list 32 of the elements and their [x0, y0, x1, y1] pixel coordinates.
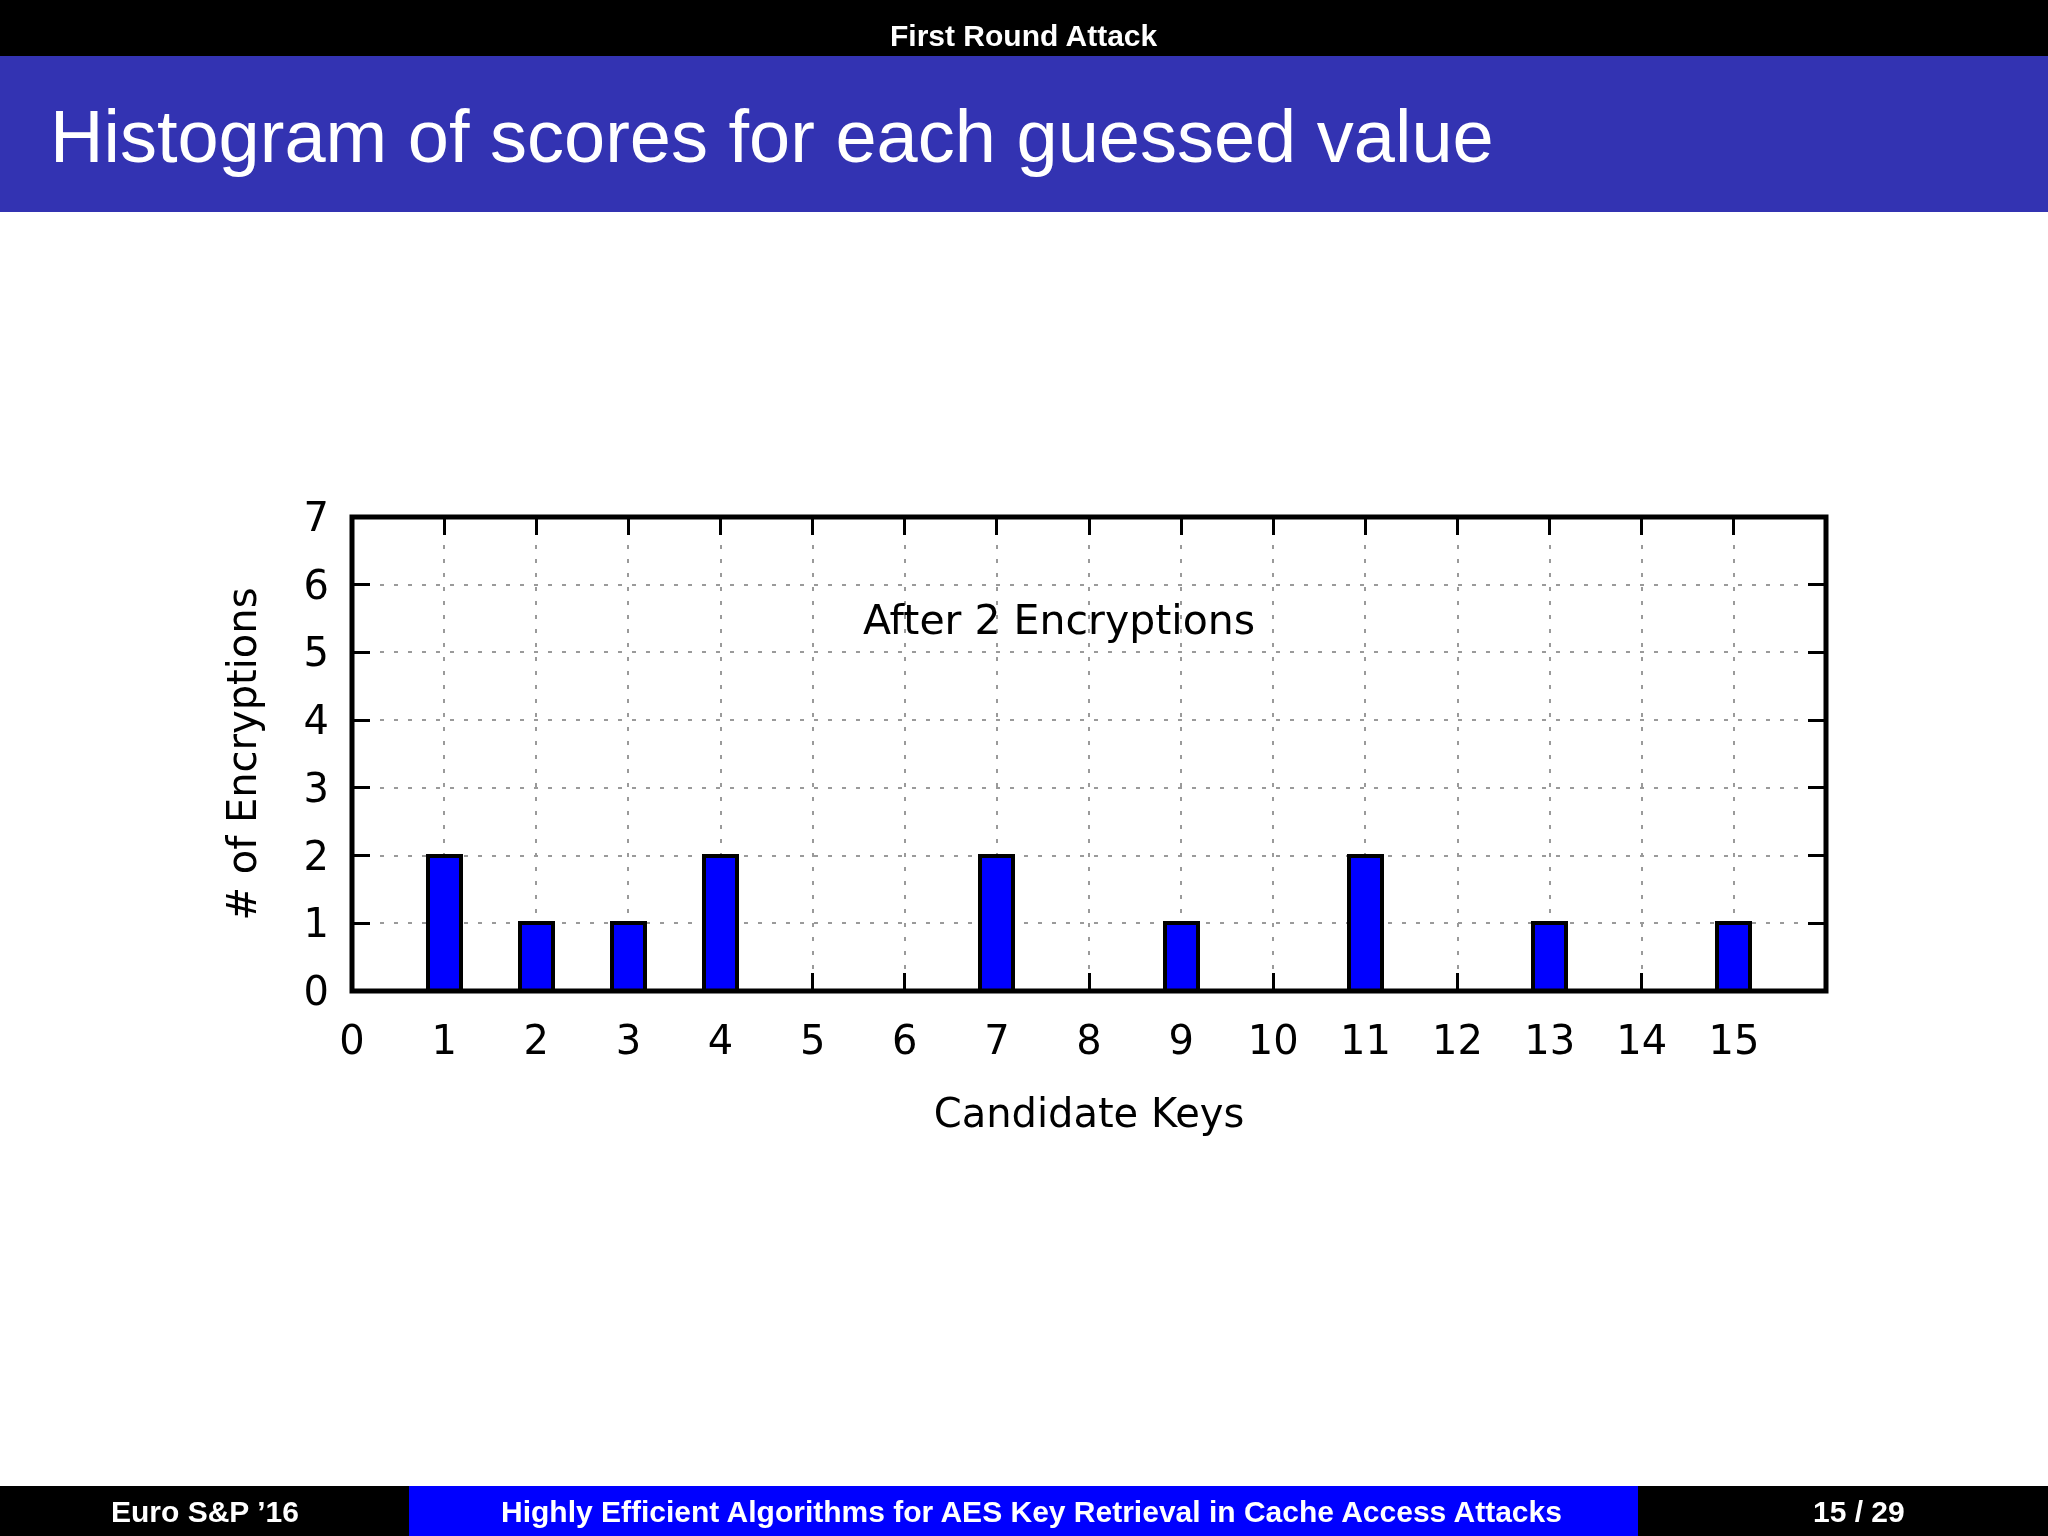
y-tick-label: 7: [303, 494, 329, 540]
text: Highly Efficient Algorithms for AES Key Retrieval in Cache Access Attacks: [501, 1495, 1562, 1528]
x-tick-label: 4: [707, 1017, 734, 1063]
text: First Round Attack: [890, 19, 1158, 52]
x-axis-title: Candidate Keys: [933, 1089, 1245, 1136]
annotation: After 2 Encryptions: [863, 596, 1256, 644]
y-axis-title: # of Encryptions: [219, 587, 266, 921]
x-tick-label: 11: [1339, 1017, 1391, 1063]
x-tick-label: 2: [523, 1017, 549, 1063]
y-tick-label: 4: [303, 697, 329, 744]
x-tick-label: 6: [892, 1017, 918, 1063]
x-tick-label: 8: [1076, 1017, 1102, 1063]
x-tick-label: 12: [1432, 1017, 1483, 1063]
x-tick-label: 3: [615, 1017, 642, 1063]
x-tick-label: 14: [1616, 1017, 1668, 1063]
x-tick-label: 10: [1247, 1017, 1299, 1063]
x-tick-label: 15: [1708, 1017, 1760, 1063]
x-tick-label: 7: [984, 1017, 1010, 1063]
y-tick-label: 2: [303, 832, 329, 879]
text: 15 / 29: [1813, 1495, 1905, 1528]
chart-title: Histogram of scores for each guessed value: [50, 94, 1494, 178]
x-tick-label: 0: [339, 1017, 365, 1063]
y-tick-label: 5: [303, 629, 329, 676]
y-tick-label: 3: [303, 764, 329, 811]
y-tick-label: 6: [303, 561, 329, 608]
text: Euro S&P ’16: [111, 1495, 299, 1528]
x-tick-label: 1: [431, 1017, 457, 1063]
y-tick-label: 0: [303, 968, 329, 1014]
x-tick-label: 13: [1524, 1017, 1576, 1063]
x-tick-label: 5: [799, 1017, 826, 1063]
x-tick-label: 9: [1168, 1017, 1194, 1063]
y-tick-label: 1: [303, 900, 329, 947]
